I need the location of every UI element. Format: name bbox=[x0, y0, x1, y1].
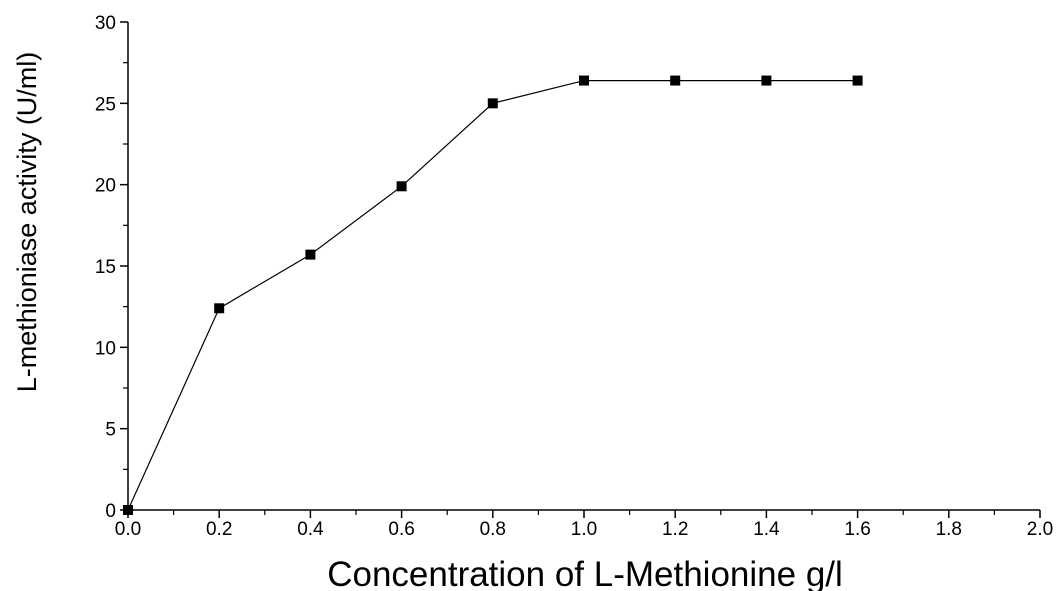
y-tick-label: 25 bbox=[95, 94, 116, 115]
data-point bbox=[214, 303, 225, 314]
data-point bbox=[579, 75, 589, 86]
y-tick-label: 10 bbox=[95, 338, 116, 359]
x-tick-label: 1.0 bbox=[571, 519, 597, 540]
data-point bbox=[396, 181, 407, 192]
y-axis-ticks: 0 5 10 15 20 25 30 bbox=[95, 13, 128, 522]
y-tick-label: 20 bbox=[95, 176, 116, 197]
series-line bbox=[127, 79, 858, 511]
axes bbox=[127, 22, 1040, 511]
x-tick-label: 1.4 bbox=[753, 519, 780, 540]
x-tick-label: 2.0 bbox=[1027, 519, 1053, 540]
x-tick-label: 0.4 bbox=[297, 519, 324, 540]
y-tick-label: 30 bbox=[95, 13, 116, 34]
y-tick-label: 5 bbox=[105, 420, 116, 441]
data-point bbox=[305, 249, 316, 260]
x-tick-label: 1.2 bbox=[662, 519, 688, 540]
data-point bbox=[123, 505, 133, 515]
data-point bbox=[852, 75, 863, 86]
y-tick-label: 0 bbox=[105, 501, 116, 522]
x-tick-label: 0.6 bbox=[388, 519, 414, 540]
data-point bbox=[670, 75, 681, 86]
x-tick-label: 1.8 bbox=[936, 519, 962, 540]
x-axis-ticks: 0.0 0.2 0.4 0.6 0.8 1.0 1.2 1.4 1.6 1.8 2.0 bbox=[115, 510, 1053, 540]
series-layer bbox=[123, 75, 863, 515]
data-point bbox=[761, 75, 772, 86]
data-point bbox=[487, 98, 498, 109]
x-tick-label: 0.8 bbox=[480, 519, 506, 540]
y-tick-label: 15 bbox=[95, 257, 116, 278]
x-tick-label: 0.2 bbox=[206, 519, 232, 540]
x-axis-title: Concentration of L-Methionine g/l bbox=[327, 555, 843, 591]
y-axis-title: L-methioniase activity (U/ml) bbox=[12, 52, 42, 393]
x-tick-label: 1.6 bbox=[844, 519, 870, 540]
x-tick-label: 0.0 bbox=[115, 519, 141, 540]
